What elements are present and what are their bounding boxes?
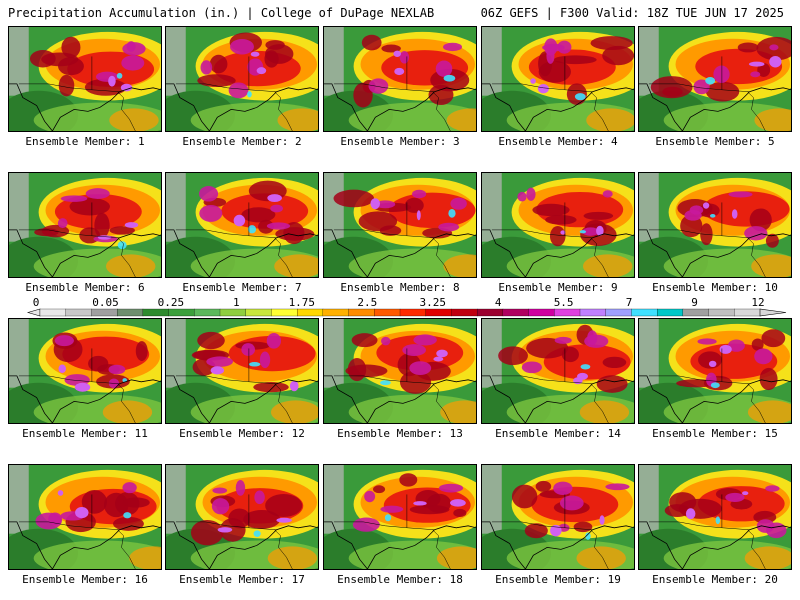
member-map-9	[481, 172, 635, 278]
member-caption-11: Ensemble Member: 11	[22, 427, 148, 440]
colorbar-high-arrow	[759, 308, 787, 317]
member-map-8	[323, 172, 477, 278]
colorbar-tick-label: 0	[33, 296, 40, 309]
member-map-4	[481, 26, 635, 132]
member-caption-8: Ensemble Member: 8	[340, 281, 460, 294]
colorbar-tick-label: 4	[495, 296, 502, 309]
colorbar-swatch	[425, 308, 452, 317]
member-caption-14: Ensemble Member: 14	[495, 427, 621, 440]
colorbar-swatch	[579, 308, 607, 317]
member-map-15	[638, 318, 792, 424]
colorbar-tick-label: 7	[626, 296, 633, 309]
colorbar-swatch	[451, 308, 478, 317]
member-caption-4: Ensemble Member: 4	[498, 135, 618, 148]
member-map-18	[323, 464, 477, 570]
member-map-5	[638, 26, 792, 132]
colorbar-swatch	[631, 308, 658, 317]
colorbar-swatch	[245, 308, 272, 317]
colorbar-swatch	[65, 308, 92, 317]
colorbar-swatch	[528, 308, 555, 317]
member-caption-16: Ensemble Member: 16	[22, 573, 148, 586]
colorbar-tick-label: 5.5	[554, 296, 574, 309]
member-map-16	[8, 464, 162, 570]
member-caption-19: Ensemble Member: 19	[495, 573, 621, 586]
colorbar-swatch	[296, 308, 324, 317]
product-title: Precipitation Accumulation (in.) | Colle…	[8, 6, 435, 20]
colorbar-tick-label: 12	[751, 296, 764, 309]
colorbar-swatch	[39, 308, 67, 317]
colorbar-swatch	[605, 308, 632, 317]
colorbar-swatch	[168, 308, 195, 317]
member-map-13	[323, 318, 477, 424]
member-map-1	[8, 26, 162, 132]
colorbar-tick-label: 3.25	[419, 296, 446, 309]
member-caption-9: Ensemble Member: 9	[498, 281, 618, 294]
colorbar-swatch	[142, 308, 170, 317]
colorbar-tick-label: 1.75	[289, 296, 316, 309]
colorbar-low-arrow	[26, 308, 41, 317]
member-caption-1: Ensemble Member: 1	[25, 135, 145, 148]
member-caption-3: Ensemble Member: 3	[340, 135, 460, 148]
colorbar-tick-label: 0.05	[92, 296, 119, 309]
colorbar-swatch	[116, 308, 144, 317]
member-caption-15: Ensemble Member: 15	[652, 427, 778, 440]
colorbar-swatch	[476, 308, 504, 317]
member-caption-6: Ensemble Member: 6	[25, 281, 145, 294]
colorbar-swatch	[399, 308, 427, 317]
member-caption-12: Ensemble Member: 12	[179, 427, 305, 440]
colorbar-swatch	[734, 308, 761, 317]
colorbar-swatch	[91, 308, 118, 317]
model-run-info: 06Z GEFS | F300 Valid: 18Z TUE JUN 17 20…	[480, 6, 784, 20]
member-map-7	[165, 172, 319, 278]
colorbar-swatch	[708, 308, 735, 317]
colorbar-swatch	[502, 308, 530, 317]
member-caption-2: Ensemble Member: 2	[182, 135, 302, 148]
member-map-10	[638, 172, 792, 278]
member-map-19	[481, 464, 635, 570]
colorbar-swatch	[219, 308, 247, 317]
member-caption-10: Ensemble Member: 10	[652, 281, 778, 294]
member-map-20	[638, 464, 792, 570]
member-map-3	[323, 26, 477, 132]
member-map-12	[165, 318, 319, 424]
precip-colorbar: 0 0.05 0.25 1 1.75 2.5 3.25 4 5.5 7 9 12	[26, 296, 787, 317]
colorbar-swatch	[682, 308, 710, 317]
colorbar-tick-label: 2.5	[357, 296, 377, 309]
member-caption-13: Ensemble Member: 13	[337, 427, 463, 440]
member-map-2	[165, 26, 319, 132]
member-caption-5: Ensemble Member: 5	[655, 135, 775, 148]
colorbar-swatch	[271, 308, 298, 317]
colorbar-swatch	[348, 308, 375, 317]
member-caption-17: Ensemble Member: 17	[179, 573, 305, 586]
member-caption-7: Ensemble Member: 7	[182, 281, 302, 294]
colorbar-tick-label: 0.25	[158, 296, 185, 309]
member-caption-20: Ensemble Member: 20	[652, 573, 778, 586]
member-map-6	[8, 172, 162, 278]
member-map-14	[481, 318, 635, 424]
member-map-17	[165, 464, 319, 570]
colorbar-tick-label: 9	[691, 296, 698, 309]
colorbar-swatch	[656, 308, 684, 317]
colorbar-tick-label: 1	[233, 296, 240, 309]
member-map-11	[8, 318, 162, 424]
colorbar-swatch	[554, 308, 581, 317]
colorbar-swatch	[374, 308, 401, 317]
member-caption-18: Ensemble Member: 18	[337, 573, 463, 586]
colorbar-swatch	[322, 308, 350, 317]
colorbar-swatch	[194, 308, 221, 317]
